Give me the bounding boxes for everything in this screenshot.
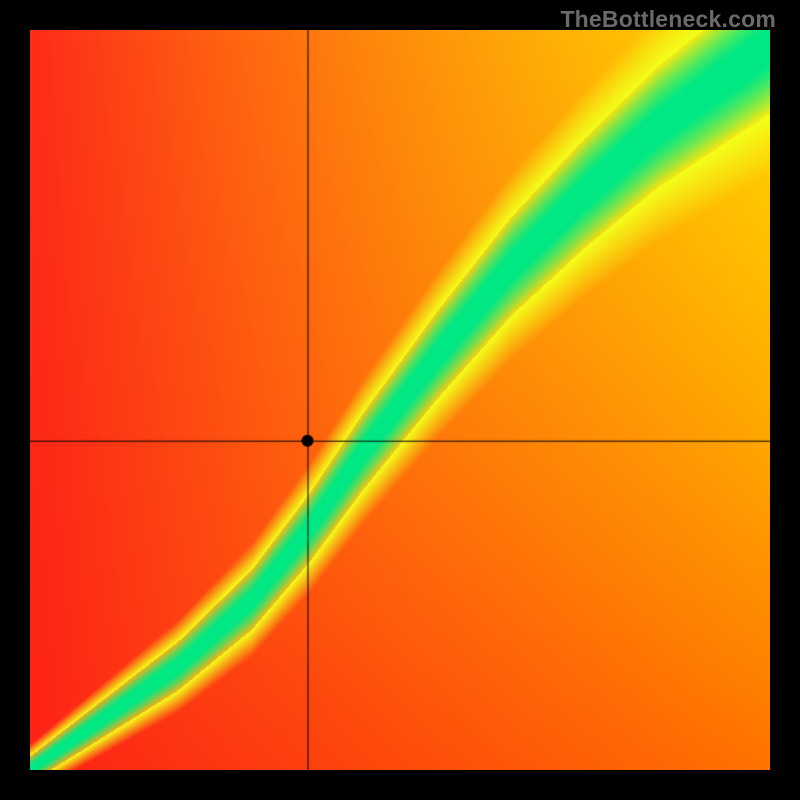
bottleneck-heatmap: [30, 30, 770, 770]
watermark-text: TheBottleneck.com: [560, 6, 776, 33]
chart-container: TheBottleneck.com: [0, 0, 800, 800]
